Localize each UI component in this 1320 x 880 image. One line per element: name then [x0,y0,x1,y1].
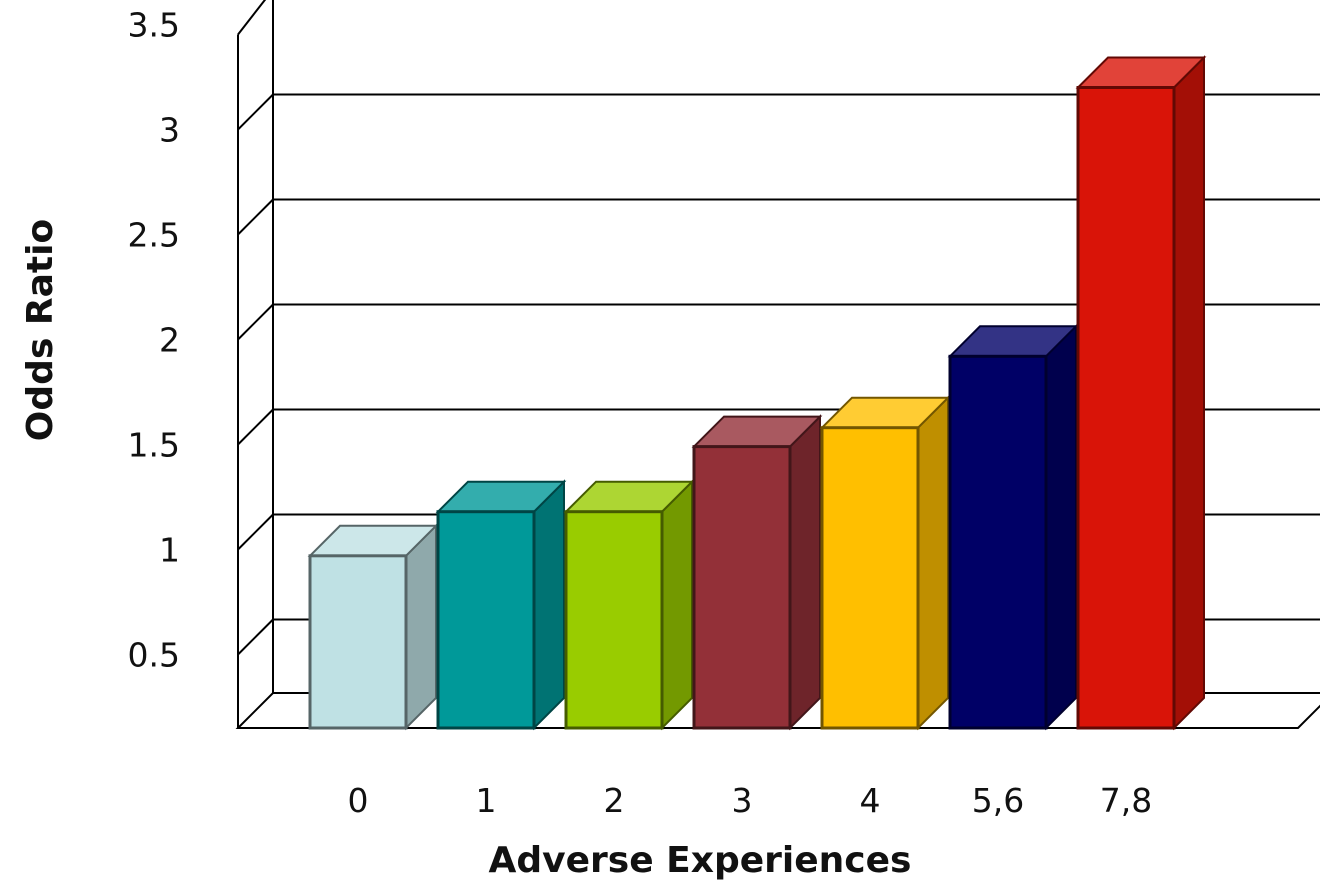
bar [819,395,951,731]
bar [1075,55,1207,731]
bar [691,414,823,731]
x-tick-label: 7,8 [1100,781,1152,820]
gridline-side [237,618,274,656]
x-tick-label: 1 [476,781,497,820]
bar [435,479,567,731]
gridline-side [237,93,274,131]
bar-side [789,414,821,731]
bar-front [564,510,664,730]
gridline-side [237,513,274,551]
y-tick-label: 3 [159,111,180,150]
bar [307,523,439,731]
bar-side [405,523,437,731]
bar-front [692,445,792,730]
y-tick-label: 2.5 [128,216,180,255]
x-tick-label: 0 [348,781,369,820]
bar-front [436,510,536,730]
bar-front [1076,86,1176,730]
y-axis-title: Odds Ratio [20,219,61,441]
y-axis-top-diagonal [237,0,267,36]
bar-front [820,426,920,730]
gridline-side [237,303,274,341]
y-tick-label: 3.5 [128,6,180,45]
bar [947,323,1079,731]
gridline-side [237,408,274,446]
x-tick-label: 4 [860,781,881,820]
x-tick-label: 5,6 [972,781,1024,820]
y-tick-label: 1 [159,531,180,570]
bar-side [1045,323,1077,731]
y-tick-label: 2 [159,321,180,360]
y-tick-label: 0.5 [128,636,180,675]
y-tick-labels: 0.5 1 1.5 2 2.5 3 3.5 [128,6,180,675]
bar-side [533,479,565,731]
x-tick-labels: 0 1 2 3 4 5,6 7,8 [348,781,1153,820]
x-axis-title: Adverse Experiences [489,840,912,880]
bar-front [948,354,1048,730]
bar-side [917,395,949,731]
bar-side [1173,55,1205,731]
gridline-side [237,198,274,236]
bar [563,479,695,731]
bar-side [661,479,693,731]
x-tick-label: 3 [732,781,753,820]
bars [307,55,1207,731]
y-tick-label: 1.5 [128,426,180,465]
x-tick-label: 2 [604,781,625,820]
bar-front [308,554,408,730]
